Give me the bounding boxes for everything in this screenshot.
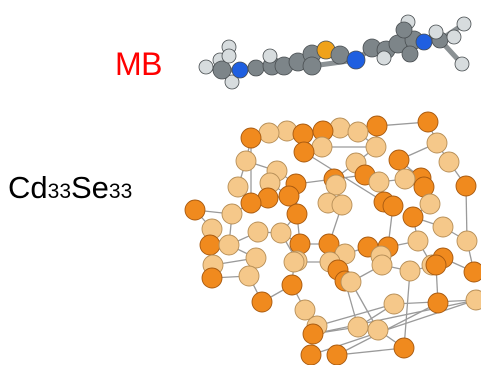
mb-atom-c <box>395 21 413 39</box>
se-atom <box>417 111 439 133</box>
mb-atom-n <box>415 33 433 51</box>
cluster-formula-label: Cd33Se33 <box>8 172 132 203</box>
mb-atom-c <box>302 56 322 76</box>
se-atom <box>300 344 322 365</box>
se-atom <box>201 267 223 289</box>
mb-atom-h <box>454 56 470 72</box>
cd-atom <box>247 221 269 243</box>
cluster-bond <box>316 303 395 327</box>
cdse-cluster-model <box>184 111 481 365</box>
cd-atom <box>294 299 316 321</box>
formula-cd: Cd <box>8 170 48 205</box>
cluster-bond <box>336 347 405 356</box>
mb-atom-n <box>231 61 249 79</box>
se-atom <box>251 291 273 313</box>
cluster-atoms <box>184 111 481 365</box>
cd-atom <box>365 136 387 158</box>
se-atom <box>293 141 315 163</box>
mb-atom-n <box>346 50 366 70</box>
cd-atom <box>367 319 389 341</box>
se-atom <box>240 127 262 149</box>
se-atom <box>463 261 481 283</box>
cd-atom <box>238 265 260 287</box>
se-atom <box>388 149 410 171</box>
cd-atom <box>465 289 481 311</box>
mb-atom-h <box>262 48 278 64</box>
mb-atom-h <box>224 74 240 90</box>
formula-cd-count: 33 <box>47 180 71 203</box>
mb-atom-h <box>221 48 237 64</box>
se-atom <box>240 192 262 214</box>
cd-atom <box>383 293 405 315</box>
se-atom <box>382 195 404 217</box>
cd-atom <box>438 151 460 173</box>
cd-atom <box>371 254 393 276</box>
se-atom <box>302 323 324 345</box>
mb-atom-h <box>456 16 472 32</box>
cd-atom <box>347 121 369 143</box>
mb-atom-c <box>330 45 350 65</box>
cd-atom <box>331 194 353 216</box>
cd-atom <box>283 251 305 273</box>
molecule-label-mb: MB <box>115 46 163 82</box>
cd-atom <box>325 174 347 196</box>
cd-atom <box>227 176 249 198</box>
cd-atom <box>368 171 390 193</box>
cd-atom <box>347 316 369 338</box>
cd-atom <box>340 271 362 293</box>
cluster-bond <box>403 270 411 349</box>
se-atom <box>366 115 388 137</box>
se-atom <box>393 337 415 359</box>
cd-atom <box>432 216 454 238</box>
mb-atom-h <box>428 24 444 40</box>
se-atom <box>199 234 221 256</box>
cd-atom <box>258 122 280 144</box>
se-atom <box>184 199 206 221</box>
cd-atom <box>399 260 421 282</box>
formula-se: Se <box>71 170 109 205</box>
se-atom <box>427 292 449 314</box>
cluster-bond <box>312 299 477 335</box>
se-atom <box>281 274 303 296</box>
cd-atom <box>311 136 333 158</box>
cd-atom <box>245 247 267 269</box>
cd-atom <box>218 234 240 256</box>
cd-atom <box>221 203 243 225</box>
cd-atom <box>407 230 429 252</box>
formula-se-count: 33 <box>108 180 133 203</box>
mb-atom-c <box>212 60 232 80</box>
mb-molecule-model <box>198 14 472 90</box>
se-atom <box>286 203 308 225</box>
mb-atom-h <box>446 29 462 45</box>
se-atom <box>292 123 314 145</box>
cd-atom <box>456 230 478 252</box>
cd-atom <box>394 168 416 190</box>
cd-atom <box>270 222 292 244</box>
mb-atom-c <box>401 45 419 63</box>
se-atom <box>402 206 424 228</box>
se-atom <box>425 254 447 276</box>
cd-atom <box>419 193 441 215</box>
mb-atom-c <box>247 59 265 77</box>
se-atom <box>455 175 477 197</box>
mb-atom-h <box>376 50 392 66</box>
mb-atom-h <box>198 59 214 75</box>
se-atom <box>278 185 300 207</box>
se-atom <box>326 344 348 365</box>
cd-atom <box>235 150 257 172</box>
cd-atom <box>426 132 448 154</box>
